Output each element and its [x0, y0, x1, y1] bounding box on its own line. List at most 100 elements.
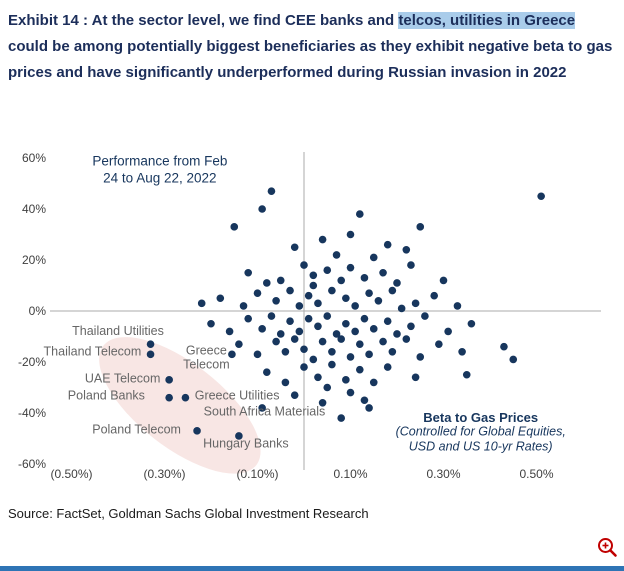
axis-title-performance: Performance from Feb 24 to Aug 22, 2022 [92, 154, 227, 186]
scatter-point-thailand-telecom [146, 350, 155, 359]
scatter-point [421, 312, 429, 320]
x-tick-label: 0.10% [333, 467, 367, 481]
scatter-point [258, 205, 266, 213]
scatter-chart: (0.50%) (0.30%) (0.10%) 0.10% 0.30% 0.50% 60% 4… [18, 151, 601, 481]
scatter-point [388, 286, 397, 295]
scatter-point [356, 210, 364, 218]
label-hungary-banks: Hungary Banks [203, 436, 288, 450]
scatter-point [383, 317, 392, 325]
magnifier-plus-icon [598, 538, 617, 557]
axis-label-beta-note: (Controlled for Global Equities, USD and … [396, 424, 566, 453]
scatter-point [253, 350, 262, 359]
scatter-point [290, 243, 299, 252]
scatter-point [323, 266, 332, 274]
scatter-point [230, 223, 239, 231]
x-tick-label: (0.30%) [143, 467, 185, 481]
scatter-point [351, 327, 359, 336]
scatter-point [309, 355, 318, 364]
scatter-point [328, 286, 336, 295]
scatter-point [365, 350, 373, 359]
scatter-point [537, 192, 545, 201]
scatter-point [411, 299, 420, 308]
exhibit-title: Exhibit 14 : At the sector level, we fin… [8, 8, 616, 85]
scatter-point [207, 319, 215, 328]
scatter-point-hungary-banks [235, 432, 243, 440]
scatter-point [411, 373, 420, 382]
scatter-point [458, 348, 466, 356]
scatter-point [337, 335, 346, 343]
scatter-point [393, 330, 401, 338]
scatter-point-greece-telecom [228, 350, 236, 359]
scatter-point [244, 268, 252, 277]
scatter-point [360, 396, 369, 405]
y-tick-label: 0% [29, 304, 47, 318]
scatter-point [383, 363, 392, 371]
scatter-point [467, 319, 476, 328]
label-south-africa-materials: South Africa Materials [204, 405, 326, 419]
title-text: could be among potentially biggest benef… [8, 37, 613, 81]
label-thailand-utilities: Thailand Utilities [72, 324, 164, 338]
scatter-point [407, 322, 415, 331]
scatter-point [360, 274, 369, 282]
scatter-point [402, 246, 411, 254]
scatter-point [379, 268, 387, 277]
scatter-point [314, 373, 322, 382]
scatter-point [267, 312, 276, 320]
y-tick-label: -40% [18, 406, 46, 420]
scatter-point [286, 286, 294, 295]
scatter-point-poland-telecom [193, 427, 201, 435]
zoom-button[interactable] [595, 536, 619, 560]
scatter-point [276, 330, 285, 338]
scatter-point [272, 297, 280, 305]
scatter-point [295, 302, 304, 310]
scatter-point [318, 235, 327, 244]
scatter-point [439, 276, 448, 285]
scatter-point [281, 378, 290, 387]
scatter-point [225, 327, 234, 336]
scatter-point [314, 299, 322, 308]
scatter-point [272, 337, 280, 346]
title-highlight: telcos, utilities in Greece [398, 12, 576, 29]
scatter-point [342, 319, 350, 328]
scatter-point [337, 414, 346, 422]
scatter-point [402, 335, 411, 343]
scatter-point [304, 291, 313, 300]
scatter-point [383, 240, 392, 249]
scatter-point [332, 251, 341, 259]
x-tick-label: (0.10%) [236, 467, 278, 481]
label-poland-telecom: Poland Telecom [92, 422, 181, 436]
scatter-point [346, 230, 355, 239]
scatter-point [258, 325, 266, 333]
scatter-point [328, 348, 336, 356]
y-tick-label: 40% [22, 202, 46, 216]
scatter-point [235, 340, 243, 348]
label-thailand-telecom: Thailand Telecom [44, 345, 142, 359]
scatter-point [351, 302, 359, 310]
scatter-point [453, 302, 462, 310]
scatter-point [337, 276, 346, 285]
scatter-point [346, 263, 355, 272]
scatter-point [379, 337, 387, 346]
scatter-point [369, 253, 378, 262]
scatter-point [388, 348, 397, 356]
scatter-point [509, 355, 518, 364]
scatter-point [328, 360, 336, 369]
scatter-point [300, 261, 308, 269]
scatter-point [332, 330, 341, 338]
scatter-point [356, 365, 364, 374]
scatter-point [276, 276, 285, 285]
scatter-point [374, 297, 383, 305]
scatter-point [290, 335, 299, 343]
scatter-point [197, 299, 206, 308]
highlight-region [99, 337, 261, 474]
scatter-point [346, 353, 355, 361]
scatter-point-south-africa-materials [258, 404, 266, 412]
scatter-point [407, 261, 415, 269]
x-tick-label: 0.30% [426, 467, 460, 481]
scatter-point [295, 327, 304, 336]
scatter-point [462, 370, 471, 379]
scatter-point [369, 378, 378, 387]
scatter-point [304, 314, 313, 323]
scatter-point [346, 388, 355, 397]
